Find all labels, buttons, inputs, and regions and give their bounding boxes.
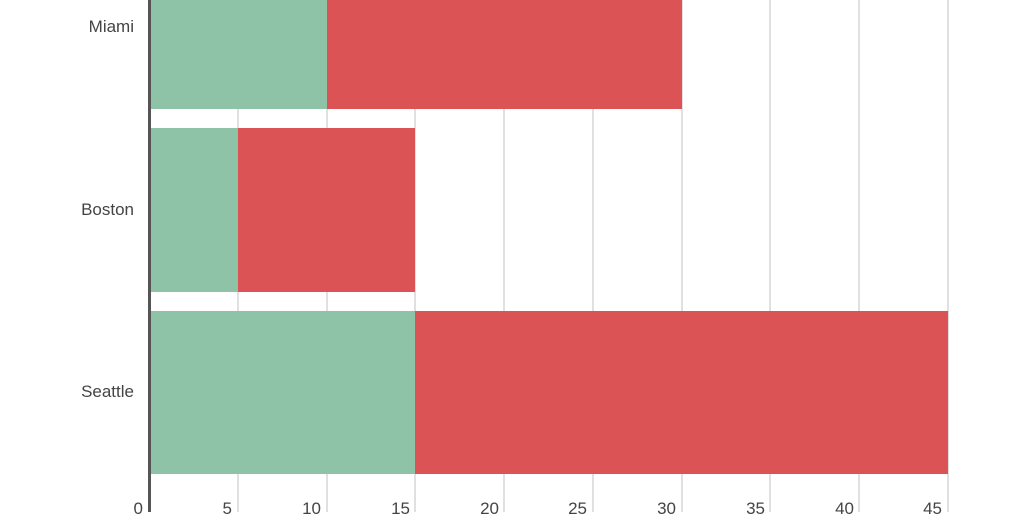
bar-miami-series-2 bbox=[326, 0, 682, 109]
category-label-seattle: Seattle bbox=[81, 382, 134, 401]
x-tick-10: 10 bbox=[302, 499, 321, 518]
category-label-boston: Boston bbox=[81, 200, 134, 219]
bar-seattle-series-1 bbox=[149, 311, 416, 474]
y-axis-line bbox=[148, 0, 151, 512]
x-tick-25: 25 bbox=[568, 499, 587, 518]
gridline bbox=[947, 0, 949, 512]
bar-seattle-series-2 bbox=[415, 311, 948, 474]
gridline bbox=[858, 0, 861, 512]
gridline bbox=[680, 0, 683, 512]
x-tick-40: 40 bbox=[835, 499, 854, 518]
x-tick-15: 15 bbox=[391, 499, 410, 518]
x-tick-5: 5 bbox=[222, 499, 232, 518]
x-tick-0: 0 bbox=[133, 499, 143, 518]
bar-boston-series-1 bbox=[149, 128, 238, 292]
gridline bbox=[591, 0, 594, 512]
x-tick-45: 45 bbox=[923, 499, 942, 518]
gridline bbox=[769, 0, 772, 512]
x-tick-35: 35 bbox=[746, 499, 765, 518]
gridline bbox=[414, 0, 417, 512]
category-label-miami: Miami bbox=[88, 17, 134, 36]
bar-boston-series-2 bbox=[237, 128, 416, 292]
bar-miami-series-1 bbox=[149, 0, 327, 109]
x-tick-20: 20 bbox=[480, 499, 499, 518]
x-tick-30: 30 bbox=[657, 499, 676, 518]
gridline bbox=[503, 0, 506, 512]
